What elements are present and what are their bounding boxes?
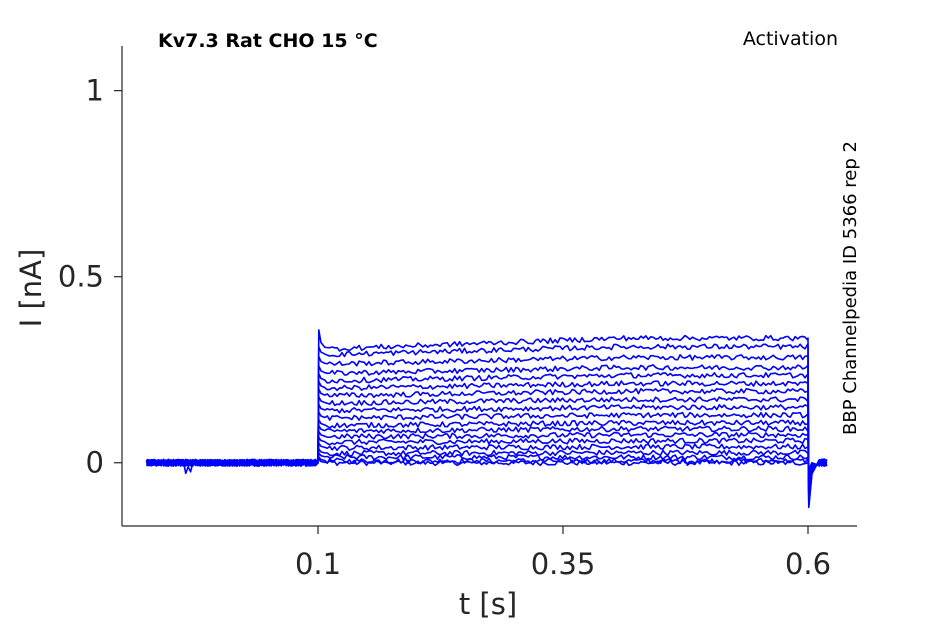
current-trace [145,411,828,490]
x-axis-ticks: 0.1 0.35 0.6 [295,526,831,581]
chart-title: Kv7.3 Rat CHO 15 °C [158,30,378,52]
y-tick-label: 1 [86,74,104,108]
x-axis-label: t [s] [459,587,517,621]
current-trace [146,329,828,509]
y-axis-label: I [nA] [14,249,48,328]
y-tick-label: 0 [86,446,104,480]
y-tick-label: 0.5 [58,260,104,294]
current-traces [145,329,828,509]
current-trace [146,395,828,494]
x-tick-label: 0.35 [531,547,596,581]
protocol-label: Activation [743,28,838,50]
current-trace [145,456,828,473]
x-tick-label: 0.1 [295,547,341,581]
source-id-label: BBP Channelpedia ID 5366 rep 2 [840,141,861,435]
x-tick-label: 0.6 [785,547,831,581]
y-axis-ticks: 00.51 [58,74,122,480]
